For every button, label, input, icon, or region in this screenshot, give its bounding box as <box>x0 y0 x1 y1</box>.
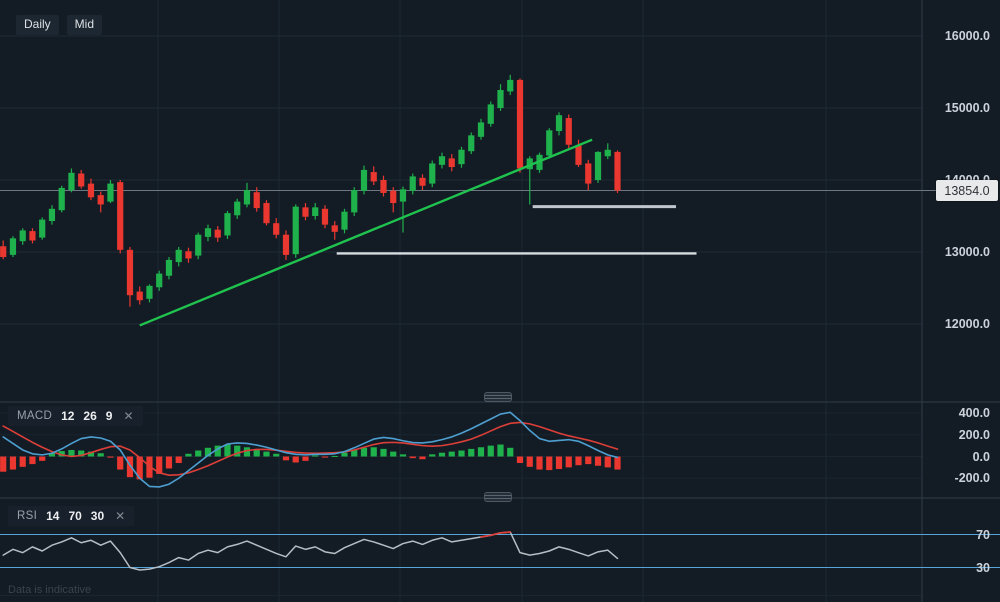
macd-indicator-label[interactable]: MACD 12 26 9 ✕ <box>8 406 143 426</box>
candle <box>565 114 572 149</box>
candle <box>604 143 611 160</box>
rsi-close-icon[interactable]: ✕ <box>115 509 126 523</box>
candle <box>438 152 446 169</box>
candle <box>360 165 368 195</box>
candle <box>136 286 143 305</box>
candle <box>399 186 407 233</box>
macd-signal-line <box>2 421 619 477</box>
candle <box>156 270 163 291</box>
candle <box>555 112 563 136</box>
candle <box>302 203 309 221</box>
candle <box>234 198 241 219</box>
candle <box>516 78 524 173</box>
candle <box>107 180 114 204</box>
candle <box>204 224 212 242</box>
macd-panel-drag-handle[interactable] <box>484 392 512 402</box>
macd-param: 9 <box>105 409 113 423</box>
current-price-tag: 13854.0 <box>936 180 998 201</box>
candle <box>0 240 7 260</box>
candle <box>48 205 56 225</box>
candle <box>19 228 26 245</box>
candle <box>497 84 504 111</box>
candle <box>68 168 75 193</box>
rsi-line <box>2 531 619 571</box>
macd-close-icon[interactable]: ✕ <box>123 409 134 423</box>
candle <box>185 247 192 263</box>
candle <box>224 210 231 240</box>
candle <box>58 185 65 213</box>
candle <box>214 226 221 242</box>
candle <box>458 146 465 168</box>
candle <box>487 101 494 127</box>
candle <box>9 236 17 258</box>
chart-toolbar: Daily Mid <box>16 15 103 35</box>
candle <box>195 232 202 260</box>
rsi-param: 14 <box>46 509 60 523</box>
macd-histogram <box>0 444 621 480</box>
candle <box>29 228 36 244</box>
data-indicative-note: Data is indicative <box>8 584 92 596</box>
candle <box>117 180 124 254</box>
candle <box>585 159 592 191</box>
rsi-param: 30 <box>90 509 105 523</box>
rsi-panel-drag-handle[interactable] <box>484 492 512 502</box>
candle <box>409 173 416 195</box>
candle <box>243 182 251 208</box>
candle <box>507 74 514 96</box>
macd-params: 12 26 9 <box>61 409 112 423</box>
rsi-level-lines <box>0 534 1000 568</box>
candle <box>97 191 104 213</box>
rsi-param: 70 <box>68 509 82 523</box>
candle <box>468 132 475 155</box>
candle <box>126 246 134 307</box>
rsi-title: RSI <box>17 510 38 522</box>
rsi-overbought-segment <box>480 531 512 538</box>
candle <box>370 166 377 186</box>
candle <box>273 218 280 239</box>
candle <box>39 217 46 240</box>
candle <box>253 187 260 212</box>
candle <box>282 230 290 260</box>
candle <box>78 169 85 189</box>
candle <box>331 221 338 240</box>
candle <box>429 160 436 188</box>
macd-title: MACD <box>17 410 53 422</box>
candle <box>87 178 95 201</box>
candle <box>341 208 348 234</box>
macd-param: 12 <box>61 409 75 423</box>
candle <box>312 203 319 220</box>
candle <box>175 246 182 267</box>
candle <box>390 187 397 213</box>
candle <box>546 128 553 159</box>
rsi-indicator-label[interactable]: RSI 14 70 30 ✕ <box>8 506 135 526</box>
candle <box>448 154 455 172</box>
candle <box>380 175 387 197</box>
candle <box>292 204 299 258</box>
macd-line <box>2 411 619 488</box>
support-lines[interactable] <box>336 205 697 255</box>
trend-line[interactable] <box>139 138 593 327</box>
candlesticks <box>0 74 621 307</box>
candle <box>165 257 173 280</box>
candle <box>594 151 602 183</box>
candle <box>614 150 621 193</box>
rsi-params: 14 70 30 <box>46 509 104 523</box>
candle <box>263 200 270 226</box>
candle <box>146 284 153 303</box>
candle <box>351 187 358 216</box>
macd-param: 26 <box>83 409 97 423</box>
candle <box>419 174 426 191</box>
candle <box>477 118 485 140</box>
price-mode-button-mid[interactable]: Mid <box>66 15 103 35</box>
timeframe-button-daily[interactable]: Daily <box>16 15 59 35</box>
candle <box>321 205 329 229</box>
